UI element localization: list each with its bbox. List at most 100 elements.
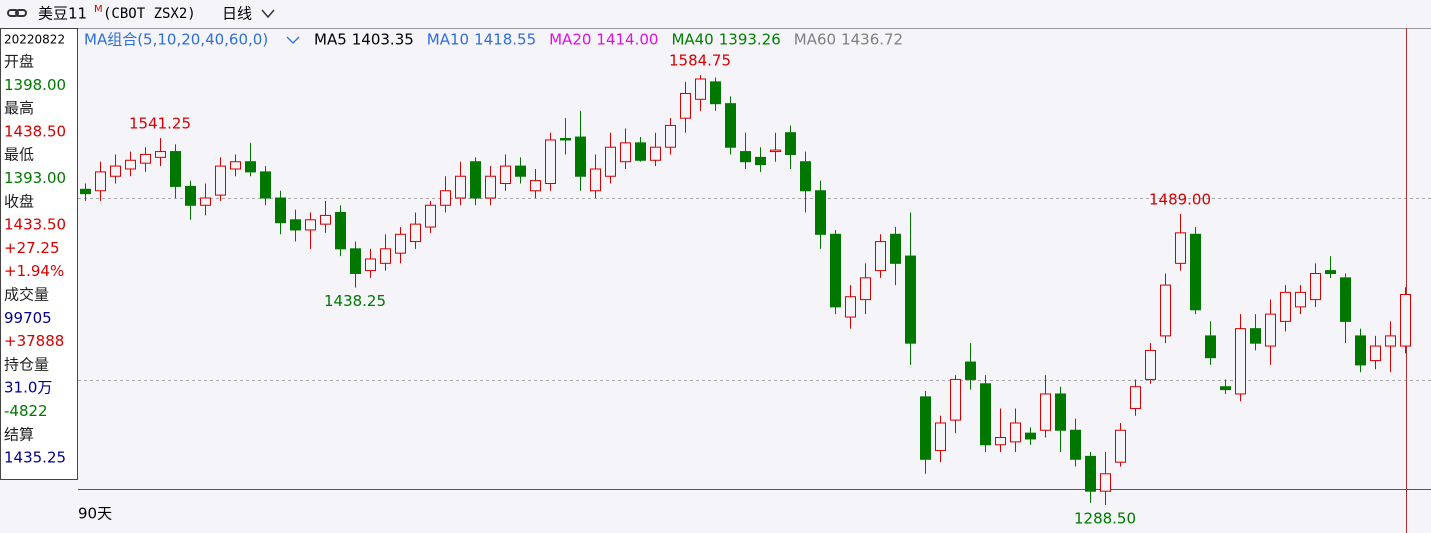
ma-name: MA5 [314,31,347,49]
info-text: 持仓量 [4,355,49,373]
range-label: 90天 [78,505,112,523]
candle-body [845,296,856,318]
candle-body [1145,349,1156,380]
info-text: 结算 [4,425,34,443]
candle-body [965,361,976,380]
info-text: +1.94% [4,262,64,280]
ma-label[interactable]: MA组合(5,10,20,40,60,0) [84,31,268,49]
info-text: 1393.00 [4,169,66,187]
candle-body [905,255,916,344]
candle-body [245,161,256,173]
candle-body [425,204,436,228]
candle-body [860,277,871,301]
ma-value: 1418.55 [474,31,536,49]
info-text: 开盘 [4,53,34,71]
candle-body [680,93,691,119]
info-text: 成交量 [4,286,49,304]
candle-body [440,190,451,206]
candle-body [1250,328,1261,344]
candle-body [725,103,736,148]
info-text: 99705 [4,309,52,327]
candle-body [455,175,466,199]
candle-body [1370,345,1381,362]
candle-body [1340,277,1351,322]
candle-body [710,81,721,105]
extreme-label: 1489.00 [1149,190,1211,208]
candle-body [155,151,166,158]
title: 美豆11 [38,5,87,23]
candle-body [1115,429,1126,463]
ma-value: 1414.00 [596,31,658,49]
candle-body [515,165,526,177]
extreme-label: 1288.50 [1074,510,1136,528]
candle-body [995,437,1006,446]
info-text: 1433.50 [4,216,66,234]
symbol: (CBOT ZSX2) [103,6,196,22]
candle-body [620,142,631,163]
candle-body [80,188,91,195]
extreme-label: 1541.25 [129,115,191,133]
candle-body [1325,270,1336,274]
candle-body [1355,335,1366,366]
candle-body [350,248,361,274]
candle-body [665,124,676,148]
candle-body [1130,386,1141,409]
candle-body [605,146,616,177]
info-text: 1435.25 [4,449,66,467]
candle-body [935,422,946,452]
candle-body [95,171,106,192]
info-panel [0,28,78,480]
period[interactable]: 日线 [222,5,252,23]
candle-body [1190,233,1201,311]
candle-body [1010,422,1021,443]
candle-body [275,197,286,224]
candle-body [950,378,961,421]
ma-name: MA10 [427,31,469,49]
candle-body [110,165,121,177]
candle-body [305,219,316,231]
candle-body [1055,393,1066,431]
ma-dropdown[interactable] [286,36,300,44]
info-date: 20220822 [4,33,65,47]
info-text: 31.0万 [4,379,52,397]
candle-body [980,383,991,446]
candle-body [380,248,391,264]
info-text: 最高 [4,99,34,117]
dropdown-arrow[interactable] [261,9,275,19]
candle-body [830,233,841,308]
candle-body [1220,386,1231,391]
candle-body [590,168,601,192]
candle-body [1070,429,1081,460]
candle-body [500,165,511,184]
candle-body [920,396,931,460]
candle-body [755,156,766,166]
candle-body [740,151,751,163]
candle-body [140,153,151,164]
candle-body [260,171,271,199]
candle-body [185,185,196,206]
candle-body [395,233,406,254]
candle-body [290,219,301,231]
candle-body [1295,291,1306,308]
ma-name: MA60 [794,31,836,49]
candle-body [770,149,781,153]
candle-body [800,161,811,192]
ma-value: 1436.72 [841,31,903,49]
candle-body [230,161,241,170]
candle-body [215,165,226,196]
candle-body [1175,232,1186,264]
candle-body [125,159,136,170]
info-text: 1398.00 [4,76,66,94]
info-text: 1438.50 [4,122,66,140]
ma-value: 1393.26 [719,31,781,49]
candle-body [1100,473,1111,492]
candle-body [170,151,181,187]
extreme-label: 1438.25 [324,292,386,310]
extreme-label: 1584.75 [669,52,731,70]
candle-body [1310,272,1321,301]
candle-body [1400,294,1411,347]
candle-body [545,139,556,184]
candle-body [410,223,421,243]
candle-body [1280,291,1291,322]
